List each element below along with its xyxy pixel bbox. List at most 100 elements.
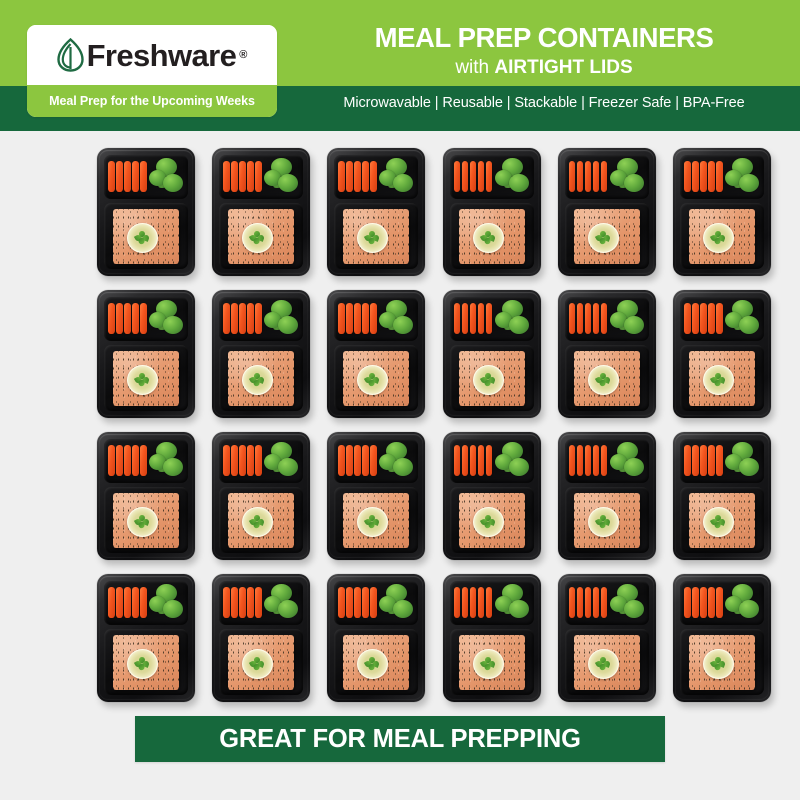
carrot-stick: [692, 161, 699, 192]
bottom-compartment: [219, 203, 304, 269]
broccoli-floret: [609, 170, 627, 186]
container-body: [97, 432, 195, 560]
container-body: [557, 290, 656, 418]
carrot-stick: [346, 587, 353, 618]
parsley-leaflet: [483, 379, 491, 387]
broccoli-floret: [379, 170, 397, 186]
carrot-stick: [124, 303, 131, 334]
carrot-stick: [231, 587, 238, 618]
carrot-stick: [568, 161, 576, 192]
meal-prep-container: [97, 432, 195, 560]
broccoli-floret: [379, 596, 397, 612]
top-compartment: [104, 439, 188, 483]
container-body: [557, 574, 656, 702]
broccoli-floret: [163, 600, 183, 618]
carrot-stick: [346, 161, 353, 192]
bottom-compartment: [104, 487, 188, 553]
carrot-stick: [600, 161, 608, 192]
carrot-stick: [108, 161, 115, 192]
carrot-stick: [223, 445, 230, 476]
carrot-stick: [708, 587, 715, 618]
bottom-compartment: [564, 345, 649, 411]
carrots-group: [223, 303, 263, 335]
meal-prep-container: [212, 290, 311, 418]
meal-prep-container: [442, 290, 541, 418]
top-compartment: [334, 155, 419, 199]
salmon-fillet: [228, 493, 295, 548]
broccoli-floret: [725, 596, 742, 612]
broccoli-group: [494, 441, 532, 481]
carrot-stick: [716, 161, 723, 192]
carrot-stick: [231, 161, 238, 192]
parsley-sprig: [594, 230, 611, 245]
bottom-compartment: [104, 345, 188, 411]
carrots-group: [338, 587, 378, 619]
broccoli-floret: [725, 170, 742, 186]
carrot-stick: [255, 587, 262, 618]
meal-prep-container: [557, 432, 656, 560]
carrot-stick: [140, 303, 147, 334]
broccoli-group: [148, 583, 186, 623]
lemon-slice: [703, 365, 734, 395]
carrot-stick: [592, 445, 600, 476]
top-compartment: [219, 581, 304, 625]
broccoli-group: [494, 157, 532, 197]
carrot-stick: [700, 303, 707, 334]
carrot-stick: [108, 587, 115, 618]
carrot-stick: [584, 587, 592, 618]
top-compartment: [219, 155, 304, 199]
carrot-stick: [708, 303, 715, 334]
parsley-sprig: [594, 372, 611, 387]
broccoli-floret: [739, 174, 759, 192]
meal-prep-container: [673, 148, 771, 276]
meal-prep-container: [212, 148, 311, 276]
container-body: [212, 148, 311, 276]
carrot-stick: [716, 303, 723, 334]
carrots-group: [684, 587, 724, 619]
salmon-fillet: [573, 351, 640, 406]
carrot-stick: [592, 161, 600, 192]
carrot-stick: [140, 587, 147, 618]
carrot-stick: [239, 161, 246, 192]
top-compartment: [564, 439, 649, 483]
bottom-compartment: [449, 345, 534, 411]
container-body: [97, 148, 195, 276]
carrot-stick: [338, 303, 345, 334]
bottom-compartment: [680, 345, 764, 411]
bottom-compartment: [680, 487, 764, 553]
salmon-fillet: [458, 351, 525, 406]
carrot-stick: [584, 445, 592, 476]
carrot-stick: [684, 161, 691, 192]
broccoli-floret: [609, 596, 627, 612]
meal-prep-container: [97, 574, 195, 702]
parsley-sprig: [249, 656, 266, 671]
parsley-sprig: [594, 514, 611, 529]
container-body: [442, 148, 541, 276]
broccoli-group: [263, 441, 301, 481]
parsley-sprig: [364, 514, 381, 529]
carrot-stick: [469, 445, 477, 476]
salmon-fillet: [113, 493, 179, 548]
product-subtitle: with AIRTIGHT LIDS: [288, 58, 800, 77]
broccoli-floret: [623, 316, 644, 334]
carrot-stick: [568, 587, 576, 618]
container-body: [97, 290, 195, 418]
salmon-fillet: [113, 351, 179, 406]
container-body: [212, 574, 311, 702]
top-compartment: [104, 297, 188, 341]
salmon-fillet: [689, 635, 755, 690]
carrot-stick: [453, 587, 461, 618]
carrot-stick: [247, 303, 254, 334]
broccoli-group: [724, 299, 762, 339]
top-compartment: [219, 297, 304, 341]
carrot-stick: [600, 303, 608, 334]
broccoli-floret: [739, 600, 759, 618]
meal-prep-container: [97, 148, 195, 276]
top-compartment: [680, 581, 764, 625]
carrot-stick: [132, 587, 139, 618]
carrot-stick: [223, 161, 230, 192]
bottom-compartment: [334, 629, 419, 695]
salmon-fillet: [228, 209, 295, 264]
header-text-block: MEAL PREP CONTAINERS with AIRTIGHT LIDS …: [288, 0, 800, 131]
broccoli-group: [609, 441, 647, 481]
